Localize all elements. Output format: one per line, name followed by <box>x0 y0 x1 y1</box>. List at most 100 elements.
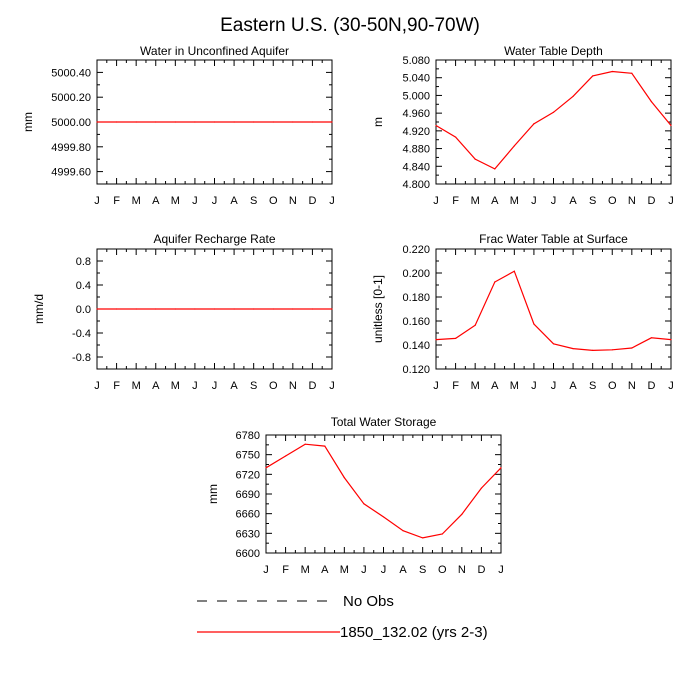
x-tick-label: F <box>113 195 120 207</box>
x-tick-label: N <box>458 564 466 576</box>
data-point <box>572 348 574 350</box>
x-tick-label: M <box>301 564 310 576</box>
y-tick-label: 0.220 <box>402 244 430 256</box>
panel-title: Frac Water Table at Surface <box>479 232 628 246</box>
data-point <box>331 121 333 123</box>
data-point <box>253 121 255 123</box>
x-tick-label: M <box>510 380 519 392</box>
data-point <box>174 308 176 310</box>
y-tick-label: 4.800 <box>402 179 430 191</box>
x-tick-label: S <box>589 380 596 392</box>
data-point <box>174 121 176 123</box>
data-point <box>96 308 98 310</box>
data-point <box>155 121 157 123</box>
plot-frame <box>265 434 502 554</box>
x-tick-label: M <box>471 380 480 392</box>
y-axis-label: m <box>371 117 385 127</box>
data-point <box>513 145 515 147</box>
y-tick-label: 6660 <box>236 509 260 521</box>
y-tick-label: 5000.00 <box>51 117 91 129</box>
data-point <box>422 537 424 539</box>
x-tick-label: M <box>471 195 480 207</box>
x-tick-label: O <box>269 195 278 207</box>
data-point <box>265 467 267 469</box>
data-point <box>213 308 216 310</box>
x-tick-label: J <box>263 564 269 576</box>
x-tick-label: O <box>269 380 278 392</box>
y-tick-label: 5.080 <box>402 55 430 67</box>
series-line <box>265 443 502 539</box>
x-tick-label: J <box>433 195 439 207</box>
y-tick-label: 4999.80 <box>51 142 91 154</box>
y-tick-label: 4.920 <box>402 126 430 138</box>
data-point <box>670 124 672 127</box>
y-tick-label: -0.8 <box>72 352 91 364</box>
data-point <box>441 533 443 535</box>
data-point <box>96 121 98 123</box>
data-point <box>292 308 294 310</box>
x-tick-label: S <box>589 195 596 207</box>
y-axis-label: mm <box>21 112 35 132</box>
data-point <box>572 95 574 97</box>
x-tick-label: A <box>152 380 160 392</box>
y-tick-label: 0.200 <box>402 268 430 280</box>
y-tick-label: 5.000 <box>402 90 430 102</box>
data-point <box>533 123 535 125</box>
x-tick-label: N <box>289 195 297 207</box>
x-tick-label: A <box>152 195 160 207</box>
data-point <box>194 308 196 310</box>
data-point <box>135 308 137 310</box>
y-tick-label: 4.840 <box>402 161 430 173</box>
x-tick-label: J <box>531 380 537 392</box>
data-point <box>650 101 653 103</box>
data-point <box>311 121 314 123</box>
y-tick-label: 6690 <box>236 489 260 501</box>
x-tick-label: M <box>132 195 141 207</box>
y-tick-label: 6630 <box>236 528 260 540</box>
x-tick-label: J <box>94 380 100 392</box>
y-tick-label: 6750 <box>236 450 260 462</box>
x-tick-label: J <box>668 380 674 392</box>
data-point <box>454 337 457 339</box>
y-tick-label: 4.960 <box>402 108 430 120</box>
x-tick-label: J <box>329 195 335 207</box>
x-tick-label: N <box>628 380 636 392</box>
data-point <box>631 347 633 349</box>
data-point <box>292 121 294 123</box>
legend-run-label: 1850_132.02 (yrs 2-3) <box>340 624 488 641</box>
x-tick-label: J <box>498 564 504 576</box>
data-point <box>194 121 196 123</box>
panel-title: Water Table Depth <box>504 44 603 58</box>
x-tick-label: J <box>212 195 218 207</box>
data-point <box>272 308 274 310</box>
x-tick-label: F <box>452 195 459 207</box>
y-axis-label: mm <box>206 484 220 504</box>
data-point <box>331 308 333 310</box>
x-tick-label: O <box>608 195 617 207</box>
data-point <box>213 121 216 123</box>
y-tick-label: 6780 <box>236 430 260 442</box>
panel-title: Water in Unconfined Aquifer <box>140 44 289 58</box>
data-point <box>284 455 287 457</box>
x-tick-label: A <box>491 195 499 207</box>
x-tick-label: S <box>250 195 257 207</box>
x-tick-label: A <box>569 195 577 207</box>
x-tick-label: J <box>94 195 100 207</box>
x-tick-label: A <box>399 564 407 576</box>
data-point <box>631 72 633 74</box>
x-tick-label: J <box>381 564 387 576</box>
y-axis-label: unitless [0-1] <box>371 275 385 343</box>
x-tick-label: A <box>569 380 577 392</box>
y-tick-label: 5000.40 <box>51 67 91 79</box>
x-tick-label: N <box>289 380 297 392</box>
data-point <box>592 349 594 351</box>
data-point <box>500 467 502 469</box>
data-point <box>382 516 385 518</box>
x-tick-label: M <box>132 380 141 392</box>
data-point <box>552 343 555 345</box>
data-point <box>304 443 306 445</box>
panel-title: Total Water Storage <box>331 415 437 429</box>
y-tick-label: 0.4 <box>76 280 91 292</box>
data-point <box>494 281 496 283</box>
x-tick-label: J <box>433 380 439 392</box>
